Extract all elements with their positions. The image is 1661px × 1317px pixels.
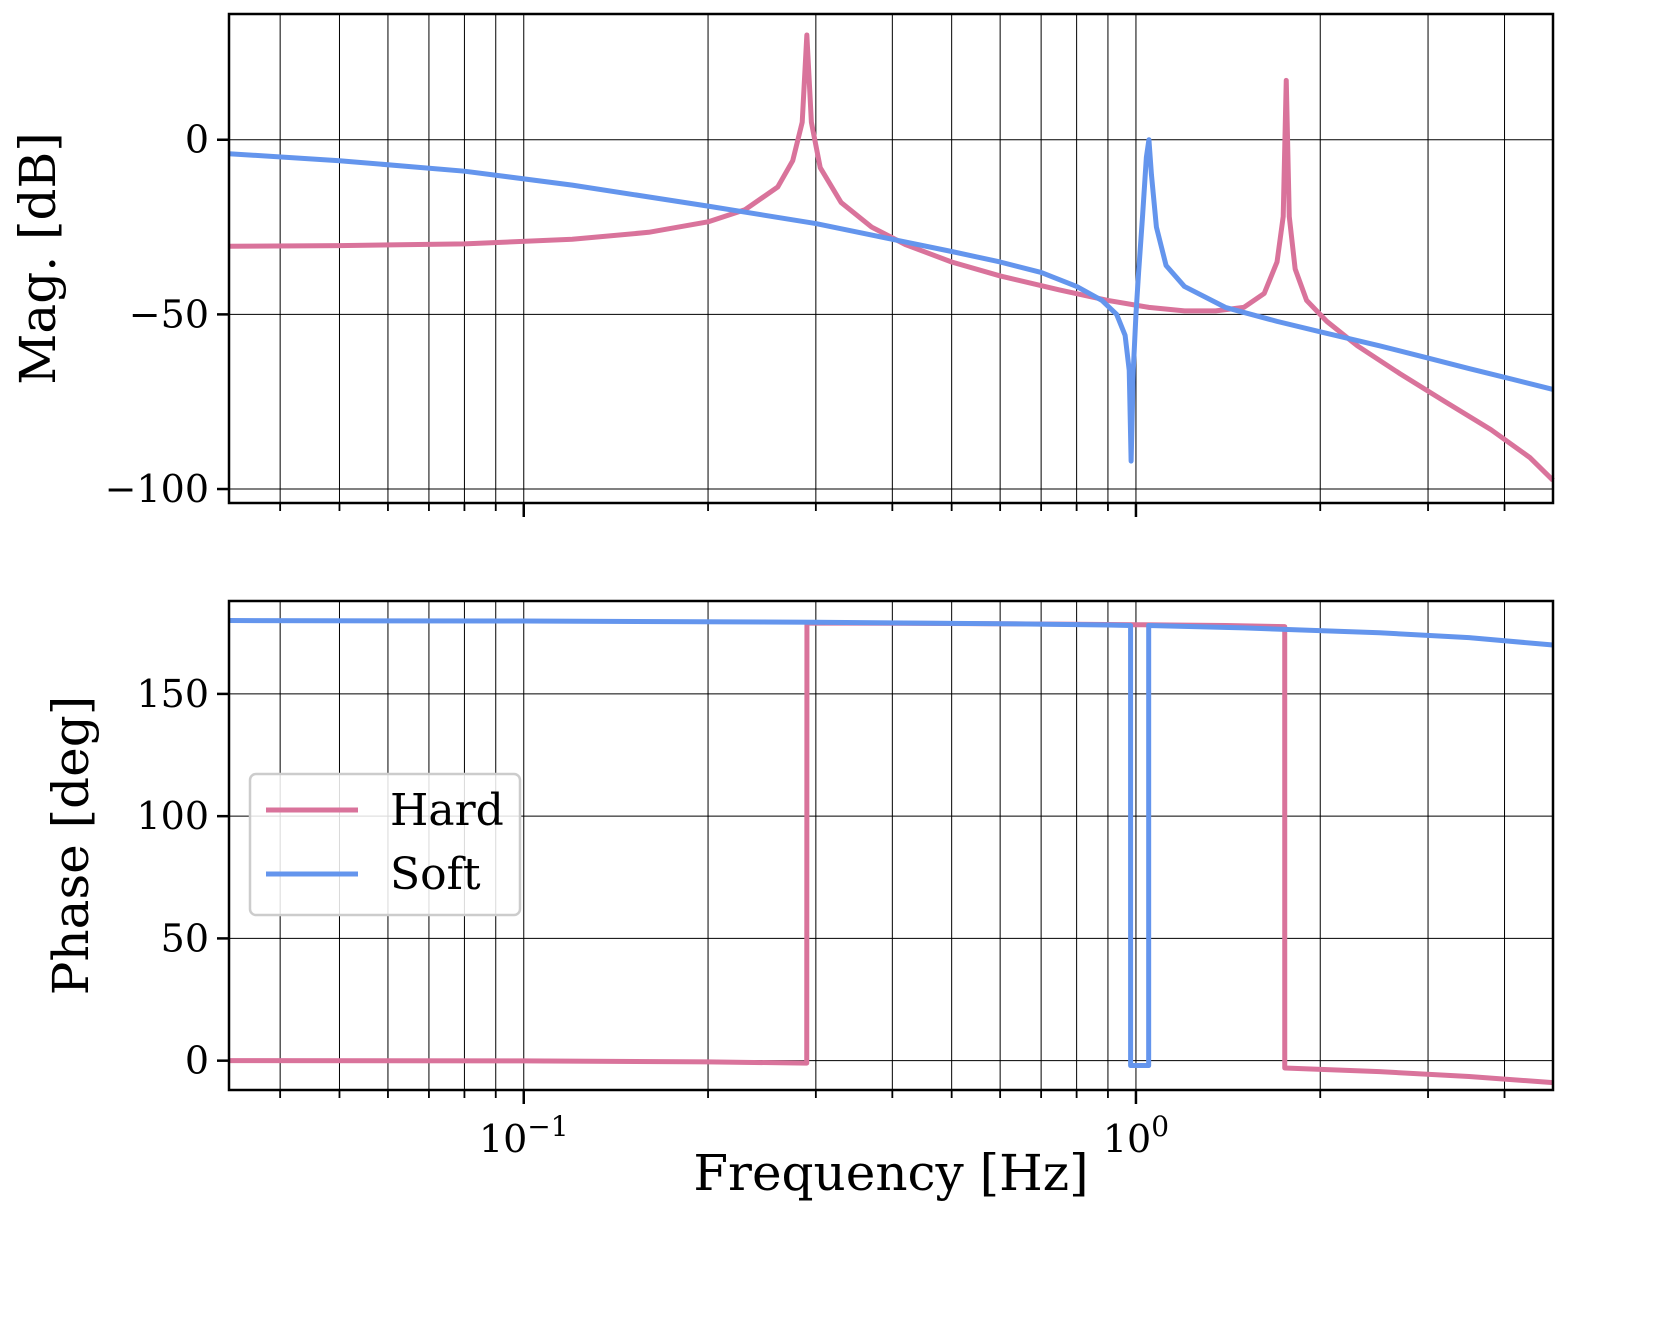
- phase-y-axis-label: Phase [deg]: [42, 696, 100, 995]
- y-tick-label: −100: [105, 467, 209, 511]
- legend-label-soft: Soft: [390, 849, 481, 900]
- phase-axes-frame: [227, 599, 1555, 1092]
- series-line-soft: [228, 137, 1554, 464]
- magnitude-y-axis-label: Mag. [dB]: [9, 132, 67, 385]
- magnitude-axes-frame: [227, 12, 1555, 505]
- series-line-soft: [228, 618, 1554, 1069]
- magnitude-grid: [229, 14, 1553, 503]
- magnitude-series: [228, 32, 1555, 483]
- y-tick-label: 150: [136, 672, 209, 716]
- phase-panel: 0 50 100 150 10−1 100 Phase [deg] Frequency […: [42, 599, 1555, 1202]
- magnitude-ticks: 0 −50 −100: [105, 118, 1506, 517]
- x-tick-label: 100: [1103, 1110, 1169, 1161]
- phase-series: [228, 618, 1554, 1086]
- x-axis-label: Frequency [Hz]: [693, 1144, 1088, 1202]
- legend-label-hard: Hard: [390, 785, 504, 836]
- x-tick-label: 10−1: [479, 1110, 569, 1161]
- y-tick-label: 100: [136, 794, 209, 838]
- series-line-hard: [228, 32, 1555, 483]
- y-tick-label: 50: [161, 916, 209, 960]
- legend: Hard Soft: [248, 772, 522, 917]
- magnitude-panel: 0 −50 −100 Mag. [dB]: [9, 12, 1555, 517]
- y-tick-label: −50: [129, 292, 209, 336]
- phase-ticks: 0 50 100 150 10−1 100: [136, 672, 1506, 1161]
- y-tick-label: 0: [185, 118, 209, 162]
- y-tick-label: 0: [185, 1039, 209, 1083]
